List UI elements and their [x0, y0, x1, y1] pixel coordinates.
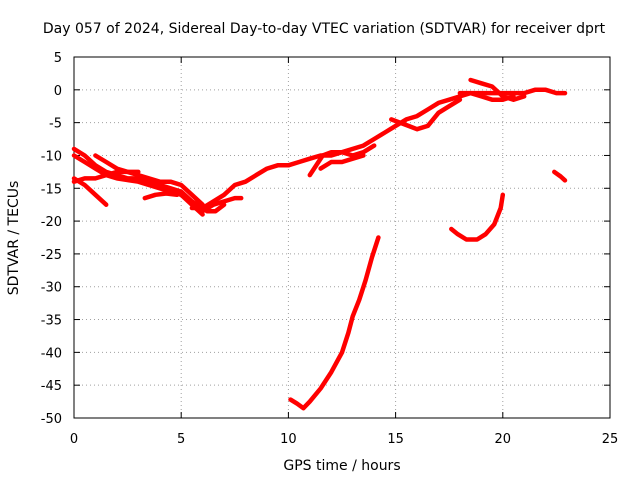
series-arc-16	[449, 192, 506, 242]
chart-title: Day 057 of 2024, Sidereal Day-to-day VTE…	[43, 21, 606, 37]
y-tick-label: -50	[41, 412, 62, 427]
x-tick-label: 5	[177, 432, 185, 447]
ticks-layer: 0 5 10 15 20 25 5 0 -5 -10 -15 -20 -25 -30 -35 -40 -45 -5…	[41, 51, 619, 447]
y-tick-label: -40	[41, 346, 62, 361]
x-tick-label: 0	[70, 432, 78, 447]
series-arc-5	[93, 153, 205, 207]
series-arc-1	[71, 146, 205, 211]
x-tick-label: 20	[495, 432, 512, 447]
series-arc-6	[142, 191, 180, 201]
grid-layer	[74, 57, 610, 418]
series-arc-15	[288, 235, 381, 411]
y-tick-label: -35	[41, 314, 62, 329]
x-axis-label: GPS time / hours	[283, 458, 400, 474]
series-arc-8	[200, 195, 244, 214]
series-arc-11	[318, 153, 366, 171]
series-arc-17	[552, 169, 568, 183]
series-layer	[71, 77, 568, 411]
x-tick-label: 10	[280, 432, 297, 447]
series-arc-13	[468, 77, 527, 102]
y-tick-label: -15	[41, 182, 62, 197]
y-tick-label: -25	[41, 248, 62, 263]
x-tick-label: 25	[602, 432, 619, 447]
y-tick-label: 0	[54, 84, 62, 99]
y-tick-label: -5	[49, 117, 62, 132]
y-tick-label: 5	[54, 51, 62, 66]
x-tick-label: 15	[387, 432, 404, 447]
series-arc-14	[457, 90, 516, 102]
series-arc-9	[204, 202, 227, 214]
y-tick-label: -20	[41, 215, 62, 230]
series-arc-12	[389, 97, 463, 132]
y-axis-label: SDTVAR / TECUs	[6, 181, 22, 296]
series-arc-2	[71, 153, 205, 217]
series-arc-7	[189, 87, 568, 211]
y-tick-label: -45	[41, 379, 62, 394]
y-tick-label: -30	[41, 281, 62, 296]
series-arc-10	[307, 143, 377, 178]
y-tick-label: -10	[41, 149, 62, 164]
plot-frame	[73, 56, 611, 419]
